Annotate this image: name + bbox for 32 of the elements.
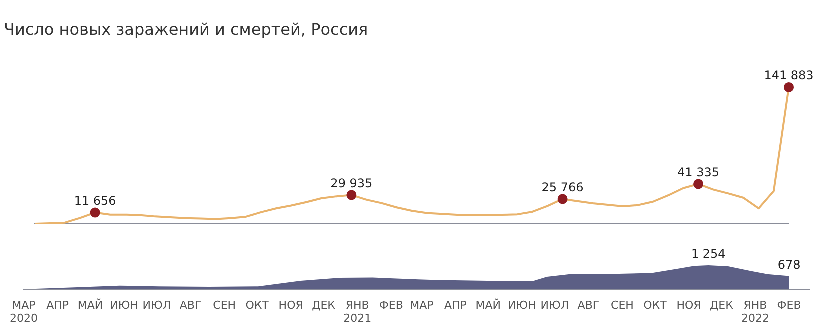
data-label: 141 883 <box>764 68 814 83</box>
x-tick-label: МАР <box>410 298 434 312</box>
chart-title: Число новых заражений и смертей, Россия <box>4 20 368 39</box>
x-tick-label: АВГ <box>578 298 600 312</box>
data-label: 29 935 <box>330 176 373 190</box>
x-tick-label: МАЙ <box>476 298 502 312</box>
x-tick-label: ОКТ <box>246 298 270 312</box>
x-tick-label: АПР <box>444 298 468 312</box>
x-tick-label: ДЕК <box>312 298 336 312</box>
x-tick-label: СЕН <box>213 298 236 312</box>
x-tick-label: ИЮЛ <box>540 298 570 312</box>
x-tick-label: ДЕК <box>710 298 734 312</box>
x-tick-label: АПР <box>46 298 70 312</box>
x-tick-label: МАР 2020 <box>10 298 38 326</box>
x-tick-label: ФЕВ <box>379 298 404 312</box>
data-label: 11 656 <box>74 194 116 208</box>
x-tick-label: ЯНВ 2021 <box>344 298 372 326</box>
x-tick-label: НОЯ <box>278 298 304 312</box>
data-label: 25 766 <box>542 180 584 194</box>
x-tick-label: ЯНВ 2022 <box>741 298 770 326</box>
x-tick-label: ИЮН <box>508 298 536 312</box>
x-tick-label: ИЮЛ <box>142 298 172 312</box>
x-tick-label: НОЯ <box>676 298 702 312</box>
x-tick-label: МАЙ <box>78 298 104 312</box>
x-tick-label: СЕН <box>611 298 634 312</box>
x-tick-label: ФЕВ <box>777 298 802 312</box>
x-tick-label: ИЮН <box>110 298 138 312</box>
x-tick-label: ОКТ <box>644 298 668 312</box>
x-tick-label: АВГ <box>180 298 202 312</box>
data-label: 1 254 <box>691 247 726 262</box>
data-label: 678 <box>778 258 801 272</box>
data-label: 41 335 <box>678 165 720 180</box>
